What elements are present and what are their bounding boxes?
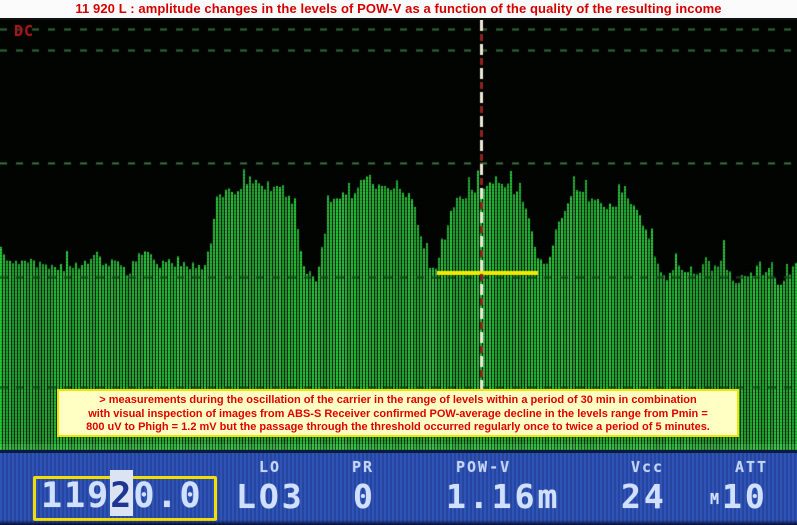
frequency-field[interactable]: 11920.0 [33,476,217,521]
title-bar: 11 920 L : amplitude changes in the leve… [0,0,797,20]
pr-value: 0 [353,477,376,516]
page-title: 11 920 L : amplitude changes in the leve… [75,1,722,16]
annotation-line-1: > measurements during the oscillation of… [99,394,697,406]
status-bar: 11920.0 LO LO3 PR 0 POW-V 1.16m Vcc 24 A… [0,450,797,525]
lo-label: LO [259,458,282,476]
annotation-box: > measurements during the oscillation of… [57,389,739,437]
pr-label: PR [352,458,375,476]
vcc-label: Vcc [631,458,665,476]
att-mode-prefix: M [710,490,721,508]
annotation-line-2: with visual inspection of images from AB… [88,407,708,420]
pow-v-label: POW-V [456,458,512,476]
att-label: ATT [735,458,769,476]
frequency-value: 11920.0 [41,476,203,516]
pow-v-value: 1.16m [446,477,561,516]
annotation-line-3: 800 uV to Phigh = 1.2 mV but the passage… [86,421,710,433]
att-value: M10 [710,477,768,516]
spectrum-canvas [0,20,797,450]
att-number: 10 [722,477,768,516]
dc-label: DC [14,22,35,40]
spectrum-display: DC > measurements during the oscillation… [0,20,797,450]
lo-value: LO3 [236,477,305,516]
vcc-value: 24 [621,477,667,516]
